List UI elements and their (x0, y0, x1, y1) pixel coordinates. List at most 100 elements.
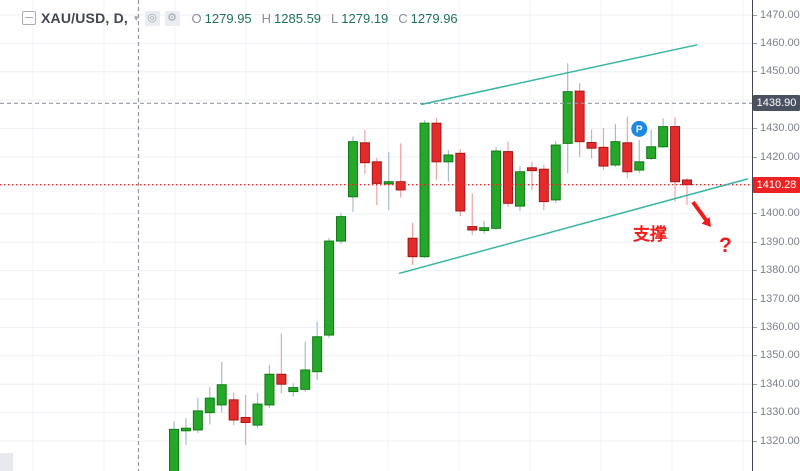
down-arrow[interactable] (691, 200, 711, 227)
price-axis[interactable]: 1438.90 1410.28 1470.00 1460.00 1450.00 143… (752, 0, 800, 471)
channel-lower[interactable] (398, 178, 749, 275)
candle (681, 178, 692, 205)
axis-price-label: 1430.00 (760, 122, 800, 135)
crosshair-price-badge: 1438.90 (753, 95, 800, 112)
candle (336, 212, 347, 244)
axis-price-label: 1320.00 (760, 434, 800, 447)
candle (407, 222, 418, 265)
axis-price-label: 1470.00 (760, 8, 800, 21)
support-label[interactable]: 支撑 (633, 224, 667, 244)
axis-price-label: 1340.00 (760, 377, 800, 390)
toolbar-corner (0, 453, 13, 471)
p-marker[interactable]: P (631, 120, 648, 137)
snapshot-icon[interactable]: ◎ (144, 10, 160, 26)
candle (503, 141, 514, 207)
candle (395, 143, 406, 198)
candle (288, 383, 299, 397)
last-price-badge: 1410.28 (753, 176, 800, 193)
candle (443, 149, 454, 182)
candle (180, 418, 191, 445)
candle (658, 118, 669, 148)
candle (359, 130, 370, 175)
high-label: H (261, 10, 272, 26)
candle (431, 117, 442, 181)
close-value: 1279.96 (410, 10, 458, 26)
axis-price-label: 1390.00 (760, 235, 800, 248)
candle (216, 361, 227, 413)
chart-legend: XAU/USD, D, ▾ ◎ ⚙ O 1279.95 H 1285.59 L 127… (22, 9, 458, 27)
candle (228, 392, 239, 426)
candle (574, 83, 585, 157)
candle (264, 364, 275, 409)
channel-upper[interactable] (420, 44, 698, 106)
candle (491, 147, 502, 230)
axis-tick (753, 440, 757, 442)
candle (634, 139, 645, 174)
collapse-icon[interactable] (22, 11, 36, 25)
candle (586, 129, 597, 159)
gear-icon[interactable]: ⚙ (164, 10, 180, 26)
close-label: C (398, 10, 408, 26)
candle (300, 341, 311, 392)
chevron-down-icon[interactable]: ▾ (134, 12, 139, 23)
candle (276, 333, 287, 394)
candle (240, 394, 251, 445)
candle (324, 237, 335, 338)
axis-tick (753, 71, 757, 73)
candle (383, 151, 394, 211)
low-label: L (331, 10, 339, 26)
candle (598, 128, 609, 171)
candle (538, 164, 549, 211)
low-value: 1279.19 (341, 10, 389, 26)
axis-tick (753, 355, 757, 357)
axis-tick (753, 326, 757, 328)
axis-price-label: 1380.00 (760, 264, 800, 277)
axis-tick (753, 42, 757, 44)
candle (479, 220, 490, 234)
candle (670, 117, 681, 202)
candle (562, 63, 573, 174)
axis-tick (753, 298, 757, 300)
open-label: O (191, 10, 202, 26)
candle (646, 129, 657, 161)
axis-price-label: 1420.00 (760, 150, 800, 163)
candle (622, 116, 633, 179)
candle (514, 166, 525, 211)
axis-price-label: 1450.00 (760, 65, 800, 78)
axis-tick (753, 213, 757, 215)
axis-price-label: 1350.00 (760, 349, 800, 362)
candle (347, 136, 358, 212)
candle (252, 393, 263, 428)
candle (550, 141, 561, 204)
candle (204, 387, 215, 425)
ohlc-readout: O 1279.95 H 1285.59 L 1279.19 C 1279.96 (192, 11, 458, 26)
candle (312, 321, 323, 380)
axis-tick (753, 156, 757, 158)
open-value: 1279.95 (204, 10, 252, 26)
price-chart[interactable]: P 支撑? (0, 0, 752, 471)
candle (169, 421, 179, 471)
axis-price-label: 1460.00 (760, 36, 800, 49)
question-mark-label[interactable]: ? (719, 234, 732, 257)
svg-text:P: P (636, 124, 643, 135)
candle (610, 124, 621, 167)
axis-tick (753, 14, 757, 16)
axis-price-label: 1330.00 (760, 406, 800, 419)
axis-tick (753, 383, 757, 385)
candle (192, 397, 203, 434)
candle (419, 120, 430, 259)
candle (371, 158, 382, 205)
axis-tick (753, 128, 757, 130)
symbol-title[interactable]: XAU/USD, D, (41, 10, 128, 26)
candle (455, 149, 466, 217)
candle (467, 193, 478, 236)
axis-price-label: 1370.00 (760, 292, 800, 305)
high-value: 1285.59 (274, 10, 322, 26)
axis-tick (753, 412, 757, 414)
axis-price-label: 1400.00 (760, 207, 800, 220)
axis-price-label: 1360.00 (760, 320, 800, 333)
axis-tick (753, 270, 757, 272)
candle (526, 161, 537, 190)
axis-tick (753, 241, 757, 243)
